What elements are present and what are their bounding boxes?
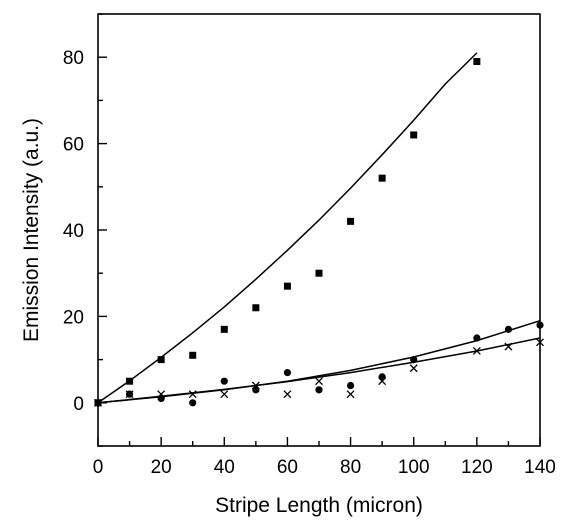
data-point-cross [283, 390, 292, 399]
x-tick-label: 20 [151, 457, 172, 478]
x-tick-label: 60 [277, 457, 298, 478]
data-point-cross [504, 342, 513, 351]
x-tick-label: 0 [93, 457, 104, 478]
data-point-cross [157, 390, 166, 399]
data-points [94, 58, 544, 407]
data-point-cross [378, 377, 387, 386]
data-point-cross [251, 381, 260, 390]
data-point-square [410, 131, 418, 139]
y-tick-label: 60 [63, 135, 84, 156]
data-point-circle [536, 321, 544, 329]
x-tick-label: 100 [398, 457, 430, 478]
data-point-circle [346, 381, 355, 390]
data-point-circle [283, 368, 292, 377]
y-tick-label: 80 [63, 48, 84, 69]
data-point-square [378, 174, 386, 182]
data-point-square [189, 351, 197, 359]
x-tick-label: 40 [214, 457, 235, 478]
data-point-cross [94, 398, 102, 407]
x-axis-title: Stripe Length (micron) [215, 494, 423, 517]
data-point-circle [315, 386, 323, 394]
data-point-square [220, 325, 228, 333]
data-point-square [315, 269, 323, 277]
fit-curves [97, 52, 541, 404]
data-point-circle [410, 356, 418, 364]
x-tick-label: 140 [524, 457, 556, 478]
data-point-square [126, 377, 134, 385]
axis-tick-labels: 0 20 40 60 80 100 120 140 0 20 40 60 80 [63, 48, 556, 478]
data-point-square [283, 282, 291, 290]
data-point-square [157, 356, 165, 364]
data-point-cross [220, 390, 229, 399]
fit-curve-1 [97, 52, 478, 404]
x-tick-label: 120 [461, 457, 493, 478]
y-tick-label: 0 [73, 394, 84, 415]
data-point-circle [473, 334, 481, 342]
data-point-square [252, 304, 260, 312]
data-point-circle [220, 377, 228, 385]
data-point-cross [472, 347, 481, 355]
x-tick-label: 80 [340, 457, 361, 478]
data-point-circle [189, 399, 197, 407]
data-point-square [473, 58, 481, 66]
y-axis-title: Emission Intensity (a.u.) [20, 118, 43, 342]
y-tick-label: 40 [63, 221, 84, 242]
data-point-cross [346, 390, 355, 399]
data-point-cross [315, 377, 323, 386]
data-point-circle [504, 325, 513, 333]
data-point-cross [409, 364, 418, 373]
data-point-square [347, 217, 355, 225]
y-tick-label: 20 [63, 307, 84, 328]
fit-curve-3 [97, 337, 541, 404]
data-point-cross [188, 390, 197, 399]
data-point-cross [536, 338, 544, 347]
data-point-cross [125, 390, 134, 399]
